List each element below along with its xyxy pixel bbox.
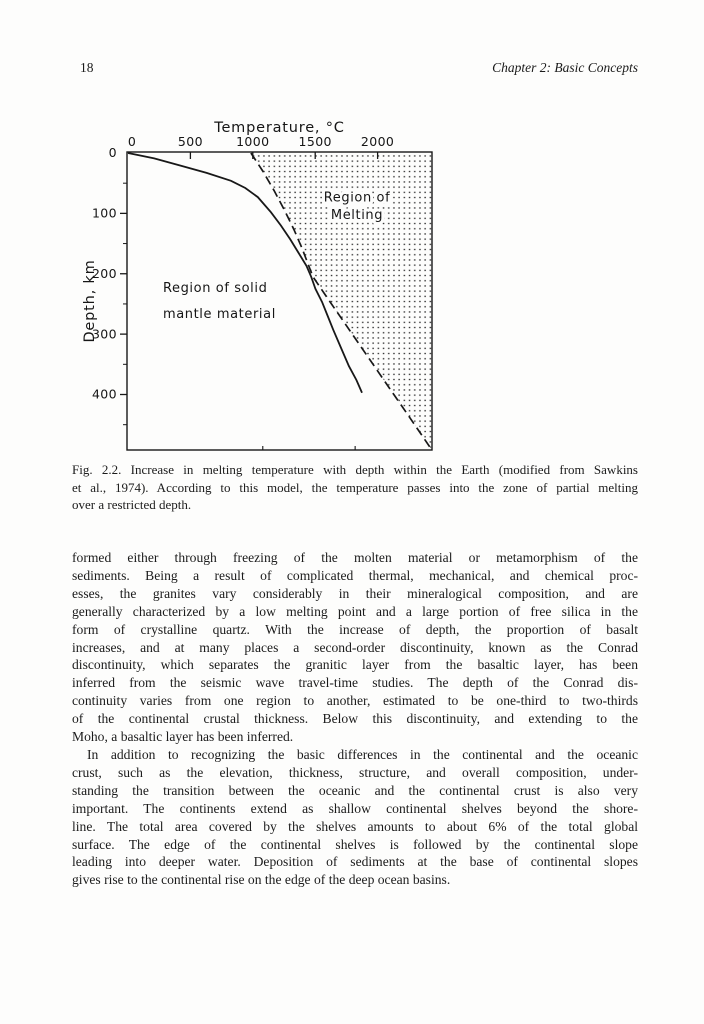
text-line: leading into deeper water. Deposition of…: [72, 854, 638, 870]
figure-2-2-chart: 0 500 1000 1500 2000 0 100 200 300 400 Temperature…: [82, 120, 433, 451]
text-line: increases, and at many places a second-o…: [72, 639, 638, 655]
paragraph: formed either through freezing of the mo…: [72, 549, 638, 746]
region-of-melting-label: Region of: [324, 190, 391, 205]
x-tick-label: 1500: [298, 134, 331, 149]
text-line: generally characterized by a low melting…: [72, 603, 638, 619]
text-line: surface. The edge of the continental she…: [72, 836, 638, 852]
y-axis-title: Depth, km: [82, 259, 98, 342]
y-tick-label: 100: [92, 206, 117, 221]
plot-frame: [126, 151, 433, 451]
page-number: 18: [80, 60, 94, 75]
text-line: esses, the granites vary considerably in…: [72, 585, 638, 601]
text-line: In addition to recognizing the basic dif…: [87, 746, 638, 762]
text-line: line. The total area covered by the shel…: [72, 818, 638, 834]
y-tick-label: 0: [109, 145, 117, 160]
text-line: discontinuity, which separates the grani…: [72, 657, 638, 673]
text-line: of the continental crustal thickness. Be…: [72, 711, 638, 727]
figure-2-2: 0 500 1000 1500 2000 0 100 200 300 400 Temperature…: [80, 112, 452, 465]
body-text: formed either through freezing of the mo…: [72, 549, 638, 889]
paragraph: In addition to recognizing the basic dif…: [72, 746, 638, 889]
x-tick-label: 2000: [361, 134, 394, 149]
geotherm-temperature-profile-curve: [127, 152, 363, 394]
x-tick-label: 500: [178, 134, 203, 149]
x-axis-title: Temperature, °C: [213, 120, 344, 136]
x-tick-label: 0: [128, 134, 136, 149]
text-line: form of crystalline quartz. With the inc…: [72, 621, 638, 637]
text-line: et al., 1974). According to this model, …: [72, 479, 638, 495]
region-of-solid-mantle-label: mantle material: [163, 307, 276, 322]
text-line: sediments. Being a result of complicated…: [72, 567, 638, 583]
text-line: over a restricted depth.: [72, 497, 192, 513]
chapter-header: Chapter 2: Basic Concepts: [492, 60, 638, 75]
x-tick-label: 1000: [236, 134, 269, 149]
y-tick-label: 300: [92, 326, 117, 341]
text-line: standing the transition between the ocea…: [72, 782, 638, 798]
text-line: inferred from the seismic wave travel-ti…: [72, 675, 638, 691]
region-of-melting-stipple: [250, 152, 432, 450]
text-line: continuity varies from one region to ano…: [72, 693, 638, 709]
region-of-solid-mantle-label: Region of solid: [163, 281, 268, 296]
y-tick-label: 200: [92, 266, 117, 281]
figure-caption: Fig. 2.2. Increase in melting temperatur…: [72, 461, 638, 514]
text-line: formed either through freezing of the mo…: [72, 550, 638, 565]
page-header: 18 Chapter 2: Basic Concepts: [80, 60, 638, 76]
text-line: important. The continents extend as shal…: [72, 800, 638, 816]
region-of-melting-label: Melting: [331, 208, 383, 223]
text-line: Moho, a basaltic layer has been inferred…: [72, 729, 294, 745]
text-line: gives rise to the continental rise on th…: [72, 872, 451, 888]
text-line: Fig. 2.2. Increase in melting temperatur…: [72, 462, 638, 477]
melting-temperature-solidus-curve: [250, 152, 433, 451]
y-tick-label: 400: [92, 387, 117, 402]
text-line: crust, such as the elevation, thickness,…: [72, 764, 638, 780]
